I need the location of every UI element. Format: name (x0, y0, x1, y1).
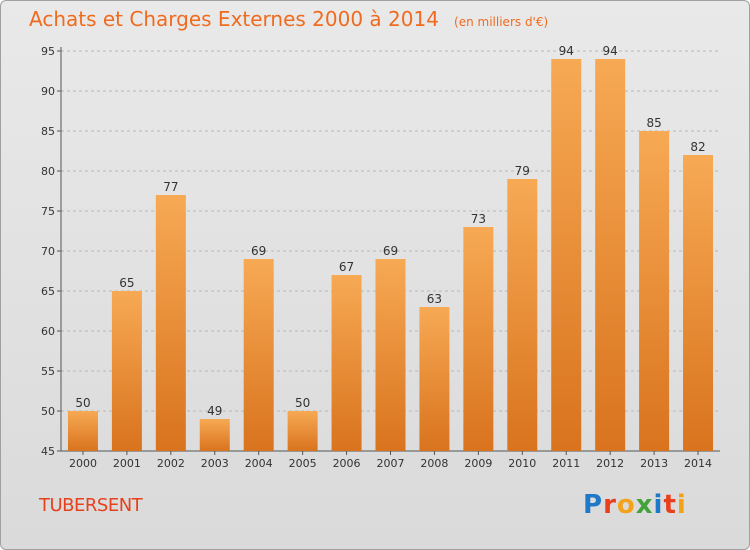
logo-letter: o (616, 490, 636, 520)
data-label: 49 (207, 404, 222, 418)
logo-letter: P (583, 490, 604, 520)
y-tick-label: 90 (41, 85, 55, 98)
data-label: 67 (339, 260, 354, 274)
x-tick-label: 2003 (201, 457, 229, 470)
logo-letter: i (676, 490, 687, 520)
data-label: 73 (471, 212, 486, 226)
data-label: 69 (251, 244, 266, 258)
data-label: 79 (515, 164, 530, 178)
data-label: 69 (383, 244, 398, 258)
y-tick-label: 50 (41, 405, 55, 418)
bar (507, 179, 538, 451)
x-tick-label: 2008 (420, 457, 448, 470)
chart-title: Achats et Charges Externes 2000 à 2014 (29, 7, 439, 31)
bar (375, 259, 406, 451)
y-tick-label: 85 (41, 125, 55, 138)
x-tick-label: 2007 (377, 457, 405, 470)
x-tick-label: 2009 (464, 457, 492, 470)
bar (551, 59, 582, 451)
x-tick-label: 2000 (69, 457, 97, 470)
y-tick-label: 45 (41, 445, 55, 458)
data-label: 94 (603, 44, 618, 58)
x-tick-label: 2014 (684, 457, 712, 470)
x-tick-label: 2011 (552, 457, 580, 470)
logo-letter: r (603, 490, 617, 520)
x-tick-label: 2013 (640, 457, 668, 470)
data-label: 50 (295, 396, 310, 410)
proxiti-logo: Proxiti (583, 490, 687, 520)
town-name: TUBERSENT (39, 495, 143, 516)
bar (419, 307, 450, 451)
logo-letter: i (653, 490, 664, 520)
bar (683, 155, 714, 451)
y-tick-label: 65 (41, 285, 55, 298)
x-tick-label: 2001 (113, 457, 141, 470)
y-tick-label: 75 (41, 205, 55, 218)
data-label: 50 (75, 396, 90, 410)
bar (331, 275, 362, 451)
bar (111, 291, 142, 451)
bar (595, 59, 626, 451)
y-tick-label: 55 (41, 365, 55, 378)
data-label: 82 (690, 140, 705, 154)
x-tick-label: 2010 (508, 457, 536, 470)
logo-letter: x (635, 490, 654, 520)
logo-letter: t (663, 490, 677, 520)
x-tick-label: 2002 (157, 457, 185, 470)
x-tick-label: 2012 (596, 457, 624, 470)
label-layer: 50 65 77 49 69 50 67 69 63 73 79 94 94 85 82 (75, 44, 705, 418)
data-label: 77 (163, 180, 178, 194)
x-tick-label: 2005 (289, 457, 317, 470)
x-tick-label: 2004 (245, 457, 273, 470)
data-label: 94 (559, 44, 574, 58)
data-label: 65 (119, 276, 134, 290)
bar (287, 411, 318, 451)
y-tick-label: 60 (41, 325, 55, 338)
bar-layer (67, 59, 714, 451)
bar (155, 195, 186, 451)
chart-unit: (en milliers d'€) (454, 15, 549, 29)
bar (67, 411, 98, 451)
bar (463, 227, 494, 451)
bar (243, 259, 274, 451)
bar (639, 131, 670, 451)
y-tick-label: 95 (41, 45, 55, 58)
data-label: 85 (646, 116, 661, 130)
y-tick-label: 70 (41, 245, 55, 258)
data-label: 63 (427, 292, 442, 306)
x-tick-label: 2006 (333, 457, 361, 470)
y-tick-label: 80 (41, 165, 55, 178)
bar (199, 419, 230, 451)
chart-title-block: Achats et Charges Externes 2000 à 2014 (… (29, 7, 548, 31)
